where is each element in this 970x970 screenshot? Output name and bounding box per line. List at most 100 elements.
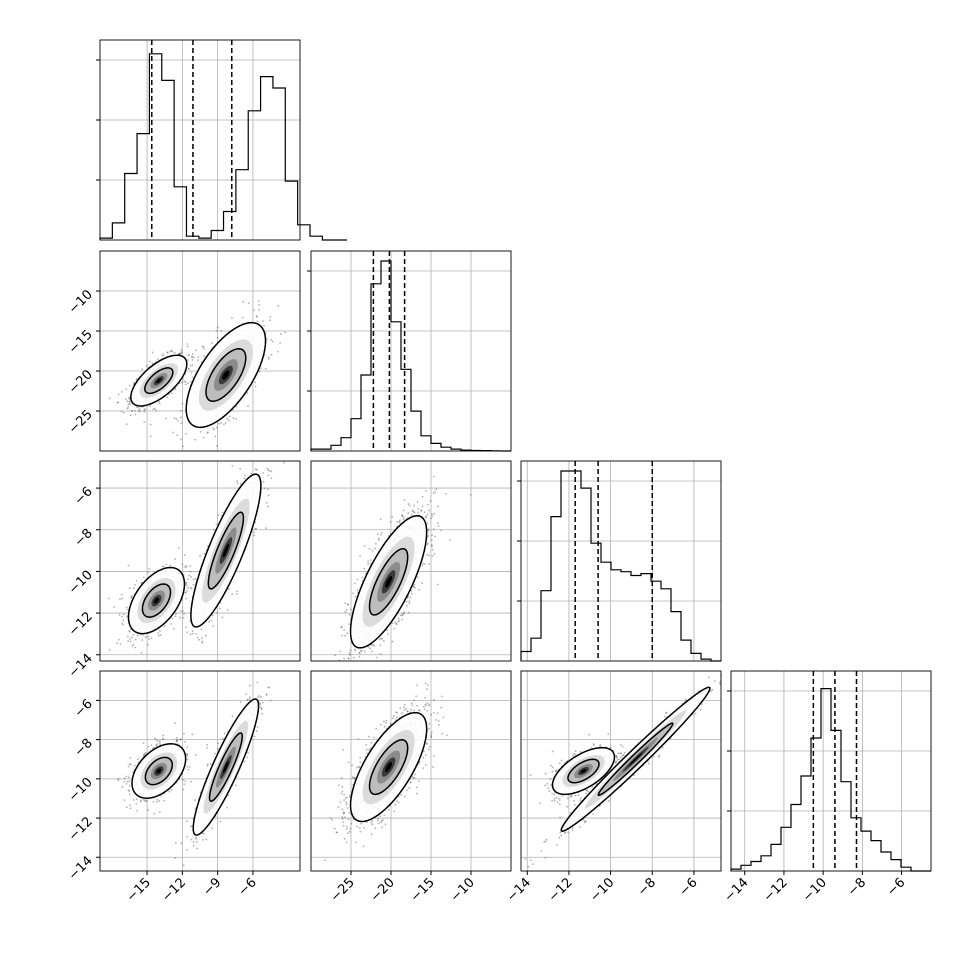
sample-point: [186, 578, 189, 581]
sample-point: [246, 392, 249, 394]
sample-point: [128, 784, 131, 787]
sample-point: [179, 352, 182, 355]
sample-point: [339, 650, 342, 653]
sample-point: [345, 696, 347, 698]
sample-point: [172, 431, 175, 434]
sample-point: [437, 525, 440, 528]
sample-point: [135, 378, 138, 381]
sample-point: [236, 480, 239, 483]
sample-point: [206, 431, 209, 434]
sample-point: [176, 740, 178, 743]
contour-line: [144, 367, 174, 395]
sample-point: [154, 737, 156, 740]
sample-point: [177, 419, 179, 422]
sample-point: [178, 353, 181, 356]
sample-point: [130, 595, 133, 598]
sample-point: [227, 419, 230, 422]
sample-point: [343, 629, 345, 631]
sample-point: [267, 356, 270, 359]
sample-point: [186, 758, 189, 761]
sample-point: [156, 740, 159, 742]
sample-point: [267, 469, 270, 472]
sample-point: [168, 790, 171, 793]
sample-point: [189, 565, 192, 567]
sample-point: [216, 336, 219, 339]
sample-point: [136, 634, 139, 637]
sample-point: [398, 620, 401, 622]
sample-point: [132, 643, 135, 646]
sample-point: [156, 800, 159, 803]
density-level: [153, 597, 160, 604]
sample-point: [439, 529, 442, 532]
sample-point: [165, 417, 167, 420]
sample-point: [170, 788, 173, 791]
sample-point: [391, 515, 394, 518]
sample-point: [113, 606, 115, 609]
sample-point: [371, 549, 374, 552]
sample-point: [250, 472, 253, 475]
sample-point: [340, 626, 343, 628]
sample-point: [263, 487, 266, 490]
sample-point: [181, 402, 184, 405]
sample-point: [432, 492, 435, 495]
sample-point: [263, 324, 265, 327]
sample-point: [416, 501, 419, 503]
sample-point: [161, 565, 164, 568]
sample-point: [254, 381, 257, 384]
sample-point: [270, 339, 273, 341]
sample-point: [184, 380, 187, 383]
sample-point: [119, 643, 122, 645]
sample-point: [131, 636, 133, 639]
sample-point: [371, 650, 373, 653]
sample-point: [264, 527, 267, 529]
sample-point: [270, 477, 273, 480]
sample-point: [129, 630, 131, 633]
sample-point: [341, 685, 343, 687]
sample-point: [108, 397, 111, 400]
sample-point: [343, 657, 345, 660]
sample-point: [346, 603, 349, 606]
sample-point: [127, 635, 129, 638]
sample-point: [189, 586, 192, 589]
sample-point: [152, 800, 155, 803]
sample-point: [192, 583, 195, 586]
sample-point: [176, 434, 179, 437]
sample-point: [125, 423, 128, 426]
sample-point: [433, 552, 436, 555]
sample-point: [140, 651, 143, 654]
sample-point: [427, 542, 429, 545]
sample-point: [191, 353, 194, 355]
sample-point: [215, 523, 218, 526]
sample-point: [134, 638, 137, 641]
sample-point: [254, 385, 257, 388]
sample-point: [408, 602, 411, 605]
sample-point: [185, 583, 187, 586]
sample-point: [183, 380, 186, 383]
sample-point: [131, 409, 133, 412]
sample-point: [129, 414, 132, 417]
sample-point: [127, 640, 130, 642]
sample-point: [416, 576, 419, 579]
sample-point: [174, 388, 177, 391]
sample-point: [223, 423, 225, 426]
panel-frame: [99, 39, 301, 241]
sample-point: [201, 345, 204, 348]
sample-point: [401, 613, 404, 616]
sample-point: [380, 637, 383, 640]
sample-point: [405, 600, 408, 603]
histogram-series: [520, 470, 721, 662]
sample-point: [166, 351, 169, 354]
sample-point: [367, 646, 370, 648]
sample-point: [198, 638, 201, 641]
density-level: [385, 575, 393, 588]
sample-point: [199, 430, 202, 433]
sample-point: [170, 349, 173, 352]
sample-point: [129, 637, 132, 640]
sample-point: [157, 634, 160, 637]
sample-point: [179, 738, 182, 740]
sample-point: [191, 632, 194, 635]
sample-point: [203, 355, 206, 358]
sample-point: [427, 528, 430, 531]
sample-point: [147, 809, 150, 811]
sample-point: [121, 786, 124, 788]
